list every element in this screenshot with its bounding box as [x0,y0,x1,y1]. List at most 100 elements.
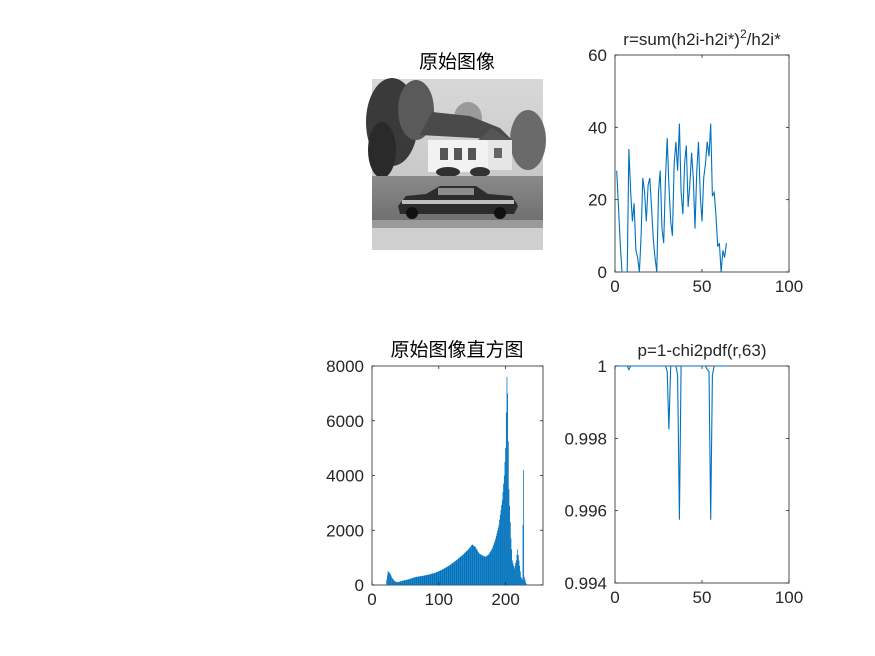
histogram-bar [524,579,526,585]
histogram-bar [454,561,456,585]
histogram-bar [513,565,515,585]
histogram-bar [463,553,465,585]
histogram-bar [466,550,468,585]
histogram-bar [437,571,438,585]
x-tick-label: 0 [367,590,376,609]
y-tick-label: 40 [588,118,607,137]
histogram-bar [504,461,506,585]
histogram-bar [434,572,436,585]
histogram-bar [488,554,490,585]
histogram-bar [471,545,472,585]
histogram-bar [445,567,446,585]
histogram-bar [515,563,517,585]
histogram-bar [451,563,452,585]
histogram-bar [388,572,390,585]
r-statistic-ticks: 0 50 100 0 20 40 60 [588,46,803,296]
histogram-bar [487,555,488,585]
y-tick-label: 0.994 [564,574,607,593]
histogram-bar [485,556,487,585]
house-photo [366,78,546,250]
histogram-bar [502,491,504,585]
histogram-bar [515,560,517,585]
histogram-bar [459,557,461,585]
histogram-bar [495,536,497,585]
histogram-bar [423,575,425,585]
histogram-bar [439,570,441,585]
histogram-bar [495,539,496,585]
histogram-bar [519,565,521,585]
histogram-bar [426,575,428,585]
histogram-bar [429,574,431,585]
histogram-bar [435,572,436,585]
x-tick-label: 200 [491,590,519,609]
histogram-bar [391,576,392,585]
histogram-bar [417,576,419,585]
histogram-bar [408,579,410,585]
histogram-bar [451,563,453,585]
histogram-bar [400,581,402,585]
histogram-bar [411,578,412,585]
histogram-bar [485,556,486,585]
histogram-bar [471,544,473,585]
histogram-bar [482,555,484,585]
histogram-bar [399,581,400,585]
histogram-bar [489,552,491,585]
histogram-bar [403,580,405,585]
histogram-bar [469,547,471,585]
histogram-bar [421,576,422,585]
histogram-bar [491,549,492,585]
histogram-bar [427,574,429,585]
histogram-bar [513,568,515,585]
histogram-bar [481,555,483,585]
histogram-bar [463,554,464,585]
histogram-bar [424,575,426,585]
y-tick-label: 2000 [326,521,364,540]
histogram-bar [467,550,468,585]
histogram-bar [521,579,523,585]
histogram-bar [445,567,447,585]
histogram-bar [391,577,393,585]
histogram-bar [503,475,505,585]
histogram-bar [473,546,475,585]
histogram-bar [421,575,423,585]
histogram-bar [428,574,430,585]
histogram-bar [413,577,415,585]
histogram-bar [438,571,440,585]
histogram-bar [494,540,496,585]
histogram-bar [525,582,527,585]
histogram-bar [401,581,402,585]
histogram-bar [402,580,404,585]
histogram-bar [453,561,455,585]
r-statistic-plot [616,123,727,273]
histogram-bar [450,564,452,585]
histogram-bar [415,577,416,585]
histogram-bar [457,558,459,585]
histogram-bar [469,547,470,585]
histogram-bar [437,571,439,585]
y-tick-label: 4000 [326,467,364,486]
histogram-bar [447,566,448,585]
histogram-bar [431,573,433,585]
histogram-bar [477,552,479,585]
histogram-bar [525,583,527,585]
histogram-bar [403,580,404,585]
histogram-bar [405,580,406,585]
histogram-bar [472,545,474,585]
histogram-bar [517,554,519,585]
p-value-title: p=1-chi2pdf(r,63) [638,341,767,360]
p-value-axes: p=1-chi2pdf(r,63) 0 50 100 0.994 0.996 0.998 1 [564,341,803,607]
histogram-bar [509,522,511,585]
histogram-bar [397,582,399,585]
histogram-bar [409,578,411,585]
histogram-bar [461,555,463,585]
histogram-bar [444,568,446,585]
histogram-bar [462,554,464,585]
x-tick-label: 100 [775,588,803,607]
histogram-bar [465,551,467,585]
histogram-bar [499,514,501,585]
histogram-bar [464,552,466,585]
histogram-bar [508,489,510,585]
histogram-bar [449,564,451,585]
histogram-bar [455,560,457,585]
